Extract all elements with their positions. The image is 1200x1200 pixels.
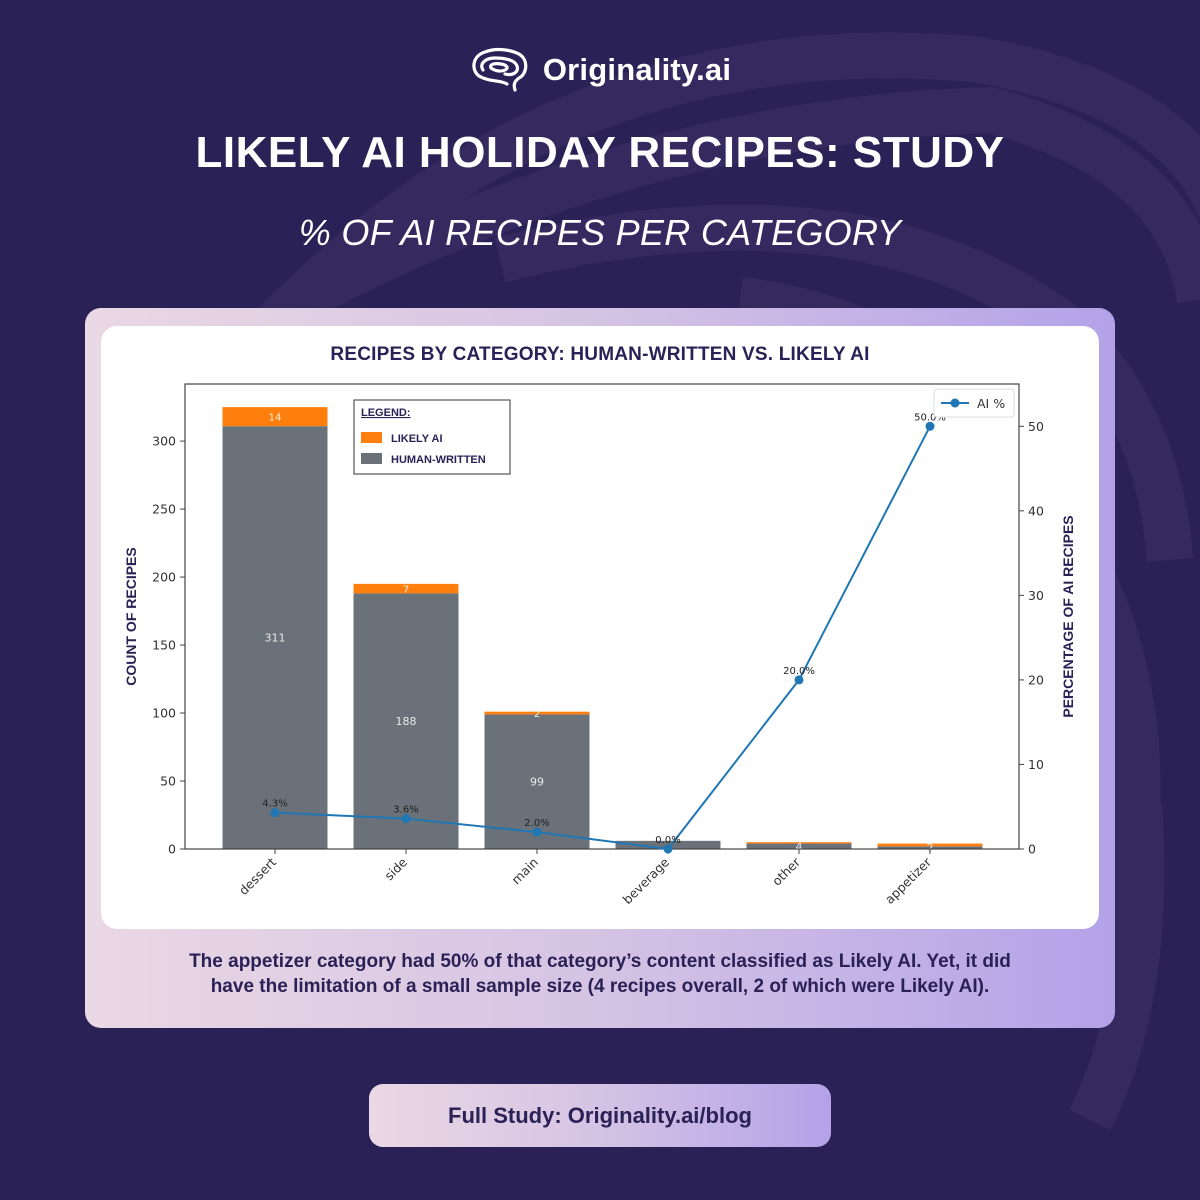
y-axis-title: COUNT OF RECIPES [123,547,139,685]
bar-human-label: 4 [796,840,803,853]
full-study-link-button[interactable]: Full Study: Originality.ai/blog [369,1084,831,1147]
y-tick-label: 150 [152,638,176,653]
bar-ai-label: 14 [269,413,282,424]
y-tick-label: 50 [160,774,176,789]
y-right-tick-label: 20 [1028,672,1044,687]
ai-pct-label: 50.0% [914,412,946,423]
brand-logo: Originality.ai [0,46,1200,94]
legend-swatch [361,453,382,464]
ai-pct-point [925,421,935,431]
y-tick-label: 0 [168,842,176,857]
bar-ai-label: 2 [534,709,540,720]
ai-pct-label: 4.3% [262,799,287,810]
ai-pct-point [270,808,280,818]
ai-pct-point [532,827,542,837]
legend-swatch [361,432,382,443]
y-tick-label: 250 [152,502,176,517]
x-tick-label-other: other [769,854,804,889]
x-tick-label-dessert: dessert [236,854,279,897]
bar-human-main [484,714,590,849]
bar-human-side [353,593,459,849]
legend-title: LEGEND: [361,407,411,419]
ai-pct-line [274,425,931,851]
ai-pct-label: 20.0% [783,666,815,677]
x-tick-label-appetizer: appetizer [882,854,935,907]
y-right-axis-title: PERCENTAGE OF AI RECIPES [1060,515,1076,717]
bar-ai-dessert [222,407,328,427]
bar-ai-side [353,583,459,594]
ai-pct-point [794,675,804,685]
chart-card: RECIPES BY CATEGORY: HUMAN-WRITTEN VS. L… [85,308,1115,1028]
legend-label: HUMAN-WRITTEN [391,454,486,466]
brain-icon [472,47,528,92]
caption-line-1: The appetizer category had 50% of that c… [189,951,1011,972]
bar-human-dessert [222,426,328,849]
x-tick-label-main: main [508,855,541,888]
page-subtitle: % OF AI RECIPES PER CATEGORY [298,212,902,253]
caption-line-2: have the limitation of a small sample si… [210,976,990,997]
bar-human-label: 188 [396,715,417,728]
y-tick-label: 300 [152,434,176,449]
bar-ai-label: 7 [403,585,409,596]
y-right-tick-label: 50 [1028,419,1044,434]
bar-human-label: 2 [927,842,934,855]
brand-name: Originality.ai [542,52,732,87]
bar-ai-main [484,711,590,715]
chart-title: RECIPES BY CATEGORY: HUMAN-WRITTEN VS. L… [330,344,870,365]
bar-ai-other [746,842,852,844]
bar-human-label: 311 [265,632,286,645]
ai-pct-point [663,844,673,854]
ai-pct-label: 3.6% [393,805,418,816]
bar-human-other [746,843,852,849]
line-legend-label: AI % [977,396,1005,411]
line-legend [933,388,1015,418]
y-right-tick-label: 10 [1028,757,1044,772]
chart-caption: The appetizer category had 50% of that c… [85,949,1115,999]
chart-panel: RECIPES BY CATEGORY: HUMAN-WRITTEN VS. L… [101,326,1099,929]
ai-pct-label: 0.0% [655,835,680,846]
y-tick-label: 100 [152,706,176,721]
ai-pct-label: 2.0% [524,818,549,829]
bar-human-appetizer [877,846,983,849]
y-tick-label: 200 [152,570,176,585]
y-right-tick-label: 40 [1028,503,1044,518]
y-right-tick-label: 0 [1028,842,1036,857]
page-title: LIKELY AI HOLIDAY RECIPES: STUDY [195,128,1005,177]
bar-human-label: 99 [530,776,544,789]
x-tick-label-beverage: beverage [620,854,673,907]
ai-pct-point [401,814,411,824]
legend-label: LIKELY AI [391,433,443,445]
y-right-tick-label: 30 [1028,588,1044,603]
x-tick-label-side: side [381,854,410,883]
plot-frame [184,383,1020,850]
bar-ai-appetizer [877,843,983,847]
